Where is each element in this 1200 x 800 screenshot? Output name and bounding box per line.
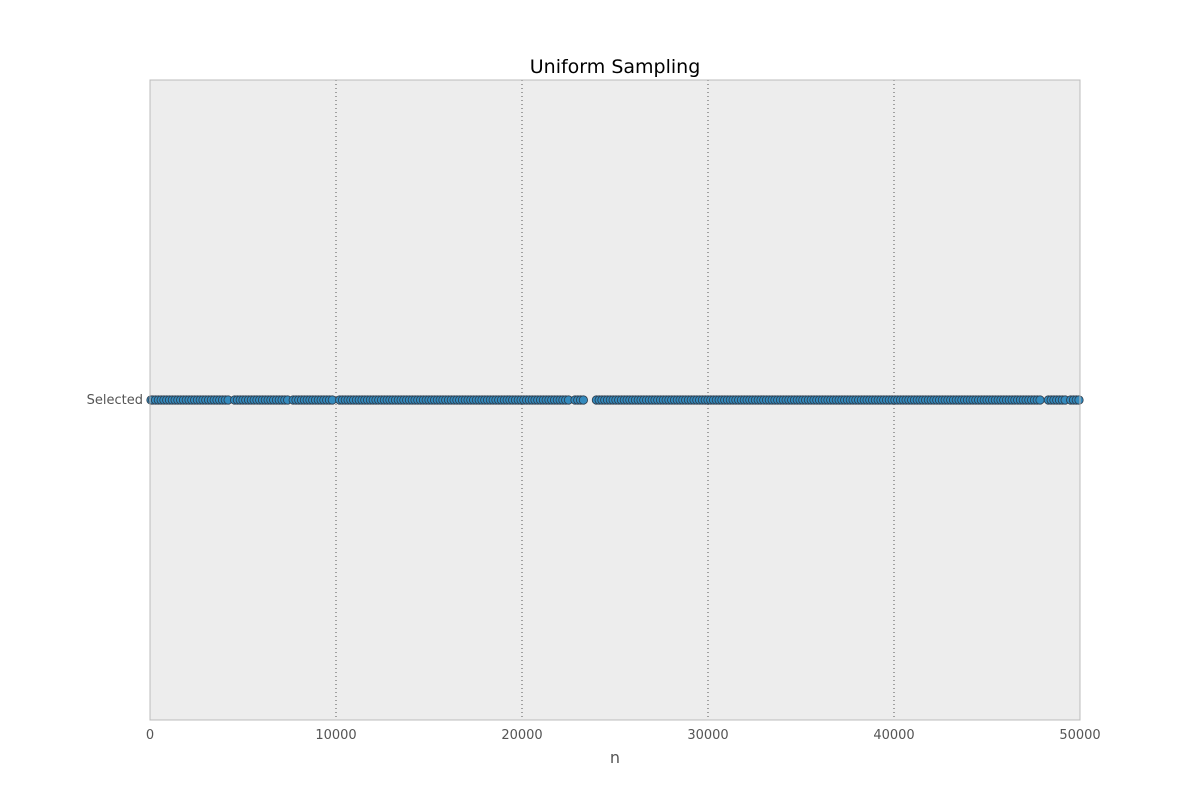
x-tick-label: 10000: [315, 728, 356, 743]
y-tick-label: Selected: [87, 393, 143, 408]
chart-title: Uniform Sampling: [530, 56, 701, 78]
data-point: [1074, 395, 1084, 405]
data-points: [146, 395, 1084, 405]
x-tick-label: 40000: [873, 728, 914, 743]
data-point: [1035, 395, 1045, 405]
plot-frame: [149, 79, 1081, 721]
x-tick-label: 50000: [1059, 728, 1100, 743]
x-tick-label: 20000: [501, 728, 542, 743]
data-point: [578, 395, 588, 405]
x-tick-label: 0: [146, 728, 154, 743]
x-axis-label: n: [610, 748, 620, 767]
y-axis-ticks: Selected: [87, 393, 143, 408]
x-axis-ticks: 0 10000 20000 30000 40000 50000: [146, 728, 1101, 743]
x-tick-label: 30000: [687, 728, 728, 743]
